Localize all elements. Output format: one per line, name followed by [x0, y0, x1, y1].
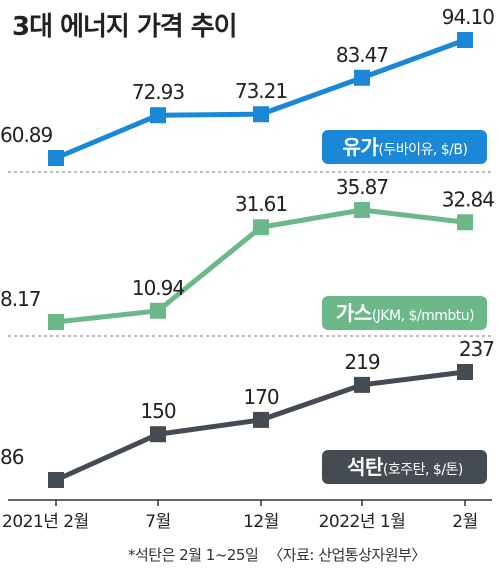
x-tick-label-4: 2022년 1월 [319, 512, 406, 532]
source-credit: 〈자료: 산업통상자원부〉 [268, 546, 426, 564]
data-point-gas-2 [150, 302, 166, 319]
data-label-oil-1: 60.89 [0, 123, 53, 147]
x-tick-label-1: 2021년 2월 [2, 512, 89, 532]
data-label-coal-3: 170 [243, 385, 278, 409]
series-unit-oil: (두바이유, $/B) [378, 142, 467, 158]
x-tick-label-5: 2월 [452, 512, 477, 532]
data-point-coal-4 [354, 376, 370, 393]
data-point-gas-5 [457, 214, 473, 231]
data-point-gas-3 [253, 219, 269, 236]
series-label-box-gas [322, 296, 487, 330]
series-label-coal: 석탄(호주탄, $/톤) [347, 455, 463, 479]
data-point-oil-3 [253, 106, 269, 123]
source-line: *석탄은 2월 1~25일 〈자료: 산업통상자원부〉 [128, 544, 436, 565]
series-unit-gas: (JKM, $/mmbtu) [372, 308, 474, 324]
data-label-coal-2: 150 [140, 399, 175, 423]
data-point-oil-1 [48, 150, 64, 166]
series-coal: 86 150 170 219 237 석탄(호주탄, $/톤) [0, 337, 495, 488]
data-point-coal-2 [150, 426, 166, 443]
footnote: *석탄은 2월 1~25일 [128, 546, 259, 564]
data-label-coal-4: 219 [344, 350, 379, 374]
x-tick-label-3: 12월 [243, 512, 279, 532]
series-label-box-coal [322, 450, 487, 484]
data-point-oil-2 [150, 107, 166, 124]
data-label-gas-5: 32.84 [442, 187, 495, 211]
data-point-coal-1 [48, 472, 64, 488]
data-point-coal-3 [253, 411, 269, 428]
data-label-oil-5: 94.10 [442, 5, 495, 29]
data-label-gas-2: 10.94 [132, 276, 185, 300]
series-unit-coal: (호주탄, $/톤) [383, 462, 463, 478]
data-point-gas-4 [354, 202, 370, 218]
data-label-oil-3: 73.21 [235, 79, 287, 103]
data-label-coal-5: 237 [459, 337, 494, 361]
x-tick-label-2: 7월 [145, 512, 170, 532]
data-label-oil-4: 83.47 [336, 43, 389, 67]
data-point-oil-5 [457, 32, 473, 48]
data-label-gas-3: 31.61 [235, 192, 287, 216]
series-gas: 8.17 10.94 31.61 35.87 32.84 가스(JKM, $/mmbtu) [0, 175, 495, 330]
data-label-gas-4: 35.87 [336, 175, 389, 199]
data-label-oil-2: 72.93 [132, 80, 185, 104]
series-label-gas: 가스(JKM, $/mmbtu) [336, 301, 474, 325]
series-name-oil: 유가 [343, 135, 380, 159]
data-point-gas-1 [48, 314, 64, 330]
data-label-coal-1: 86 [0, 445, 24, 469]
series-oil: 60.89 72.93 73.21 83.47 94.10 유가(두바이유, $/B) [0, 5, 495, 166]
series-label-box-oil [322, 130, 487, 164]
data-label-gas-1: 8.17 [0, 287, 41, 311]
data-point-oil-4 [354, 69, 370, 86]
chart-title: 3대 에너지 가격 추이 [12, 12, 238, 42]
data-point-coal-5 [457, 364, 473, 380]
series-name-coal: 석탄 [347, 455, 384, 479]
series-label-oil: 유가(두바이유, $/B) [343, 135, 468, 159]
series-name-gas: 가스 [336, 301, 372, 325]
